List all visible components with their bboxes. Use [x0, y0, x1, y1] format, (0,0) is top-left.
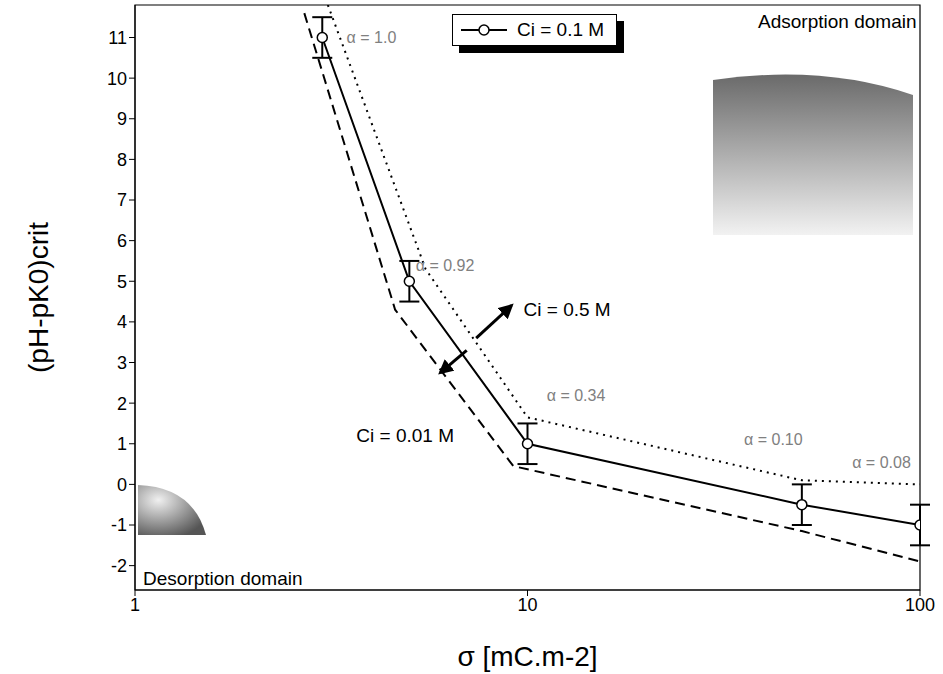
svg-text:0: 0	[117, 475, 127, 495]
svg-text:Ci = 0.5 M: Ci = 0.5 M	[524, 299, 611, 320]
svg-text:100: 100	[905, 595, 935, 615]
svg-text:-1: -1	[111, 515, 127, 535]
svg-text:5: 5	[117, 272, 127, 292]
svg-text:10: 10	[107, 69, 127, 89]
svg-text:7: 7	[117, 190, 127, 210]
svg-text:11: 11	[108, 28, 127, 48]
svg-text:8: 8	[117, 150, 127, 170]
svg-text:10: 10	[517, 595, 537, 615]
svg-text:9: 9	[117, 109, 127, 129]
svg-text:1: 1	[117, 434, 127, 454]
svg-text:α = 0.10: α = 0.10	[744, 431, 803, 448]
svg-text:6: 6	[117, 231, 127, 251]
svg-text:(pH-pK0)crit: (pH-pK0)crit	[23, 222, 54, 373]
svg-text:σ [mC.m-2]: σ [mC.m-2]	[457, 641, 597, 672]
svg-text:Adsorption domain: Adsorption domain	[758, 11, 916, 32]
svg-text:α = 1.0: α = 1.0	[347, 29, 397, 46]
svg-text:2: 2	[117, 394, 127, 414]
svg-text:Ci = 0.01 M: Ci = 0.01 M	[356, 425, 454, 446]
svg-text:3: 3	[117, 353, 127, 373]
svg-text:-2: -2	[111, 556, 127, 576]
svg-text:Desorption domain: Desorption domain	[143, 568, 302, 589]
svg-text:α = 0.92: α = 0.92	[416, 257, 475, 274]
svg-text:α = 0.08: α = 0.08	[852, 454, 911, 471]
svg-text:α = 0.34: α = 0.34	[547, 387, 606, 404]
svg-text:1: 1	[130, 595, 140, 615]
html-text:Ci = 0.1 M: Ci = 0.1 M	[517, 19, 605, 40]
svg-text:4: 4	[117, 312, 127, 332]
